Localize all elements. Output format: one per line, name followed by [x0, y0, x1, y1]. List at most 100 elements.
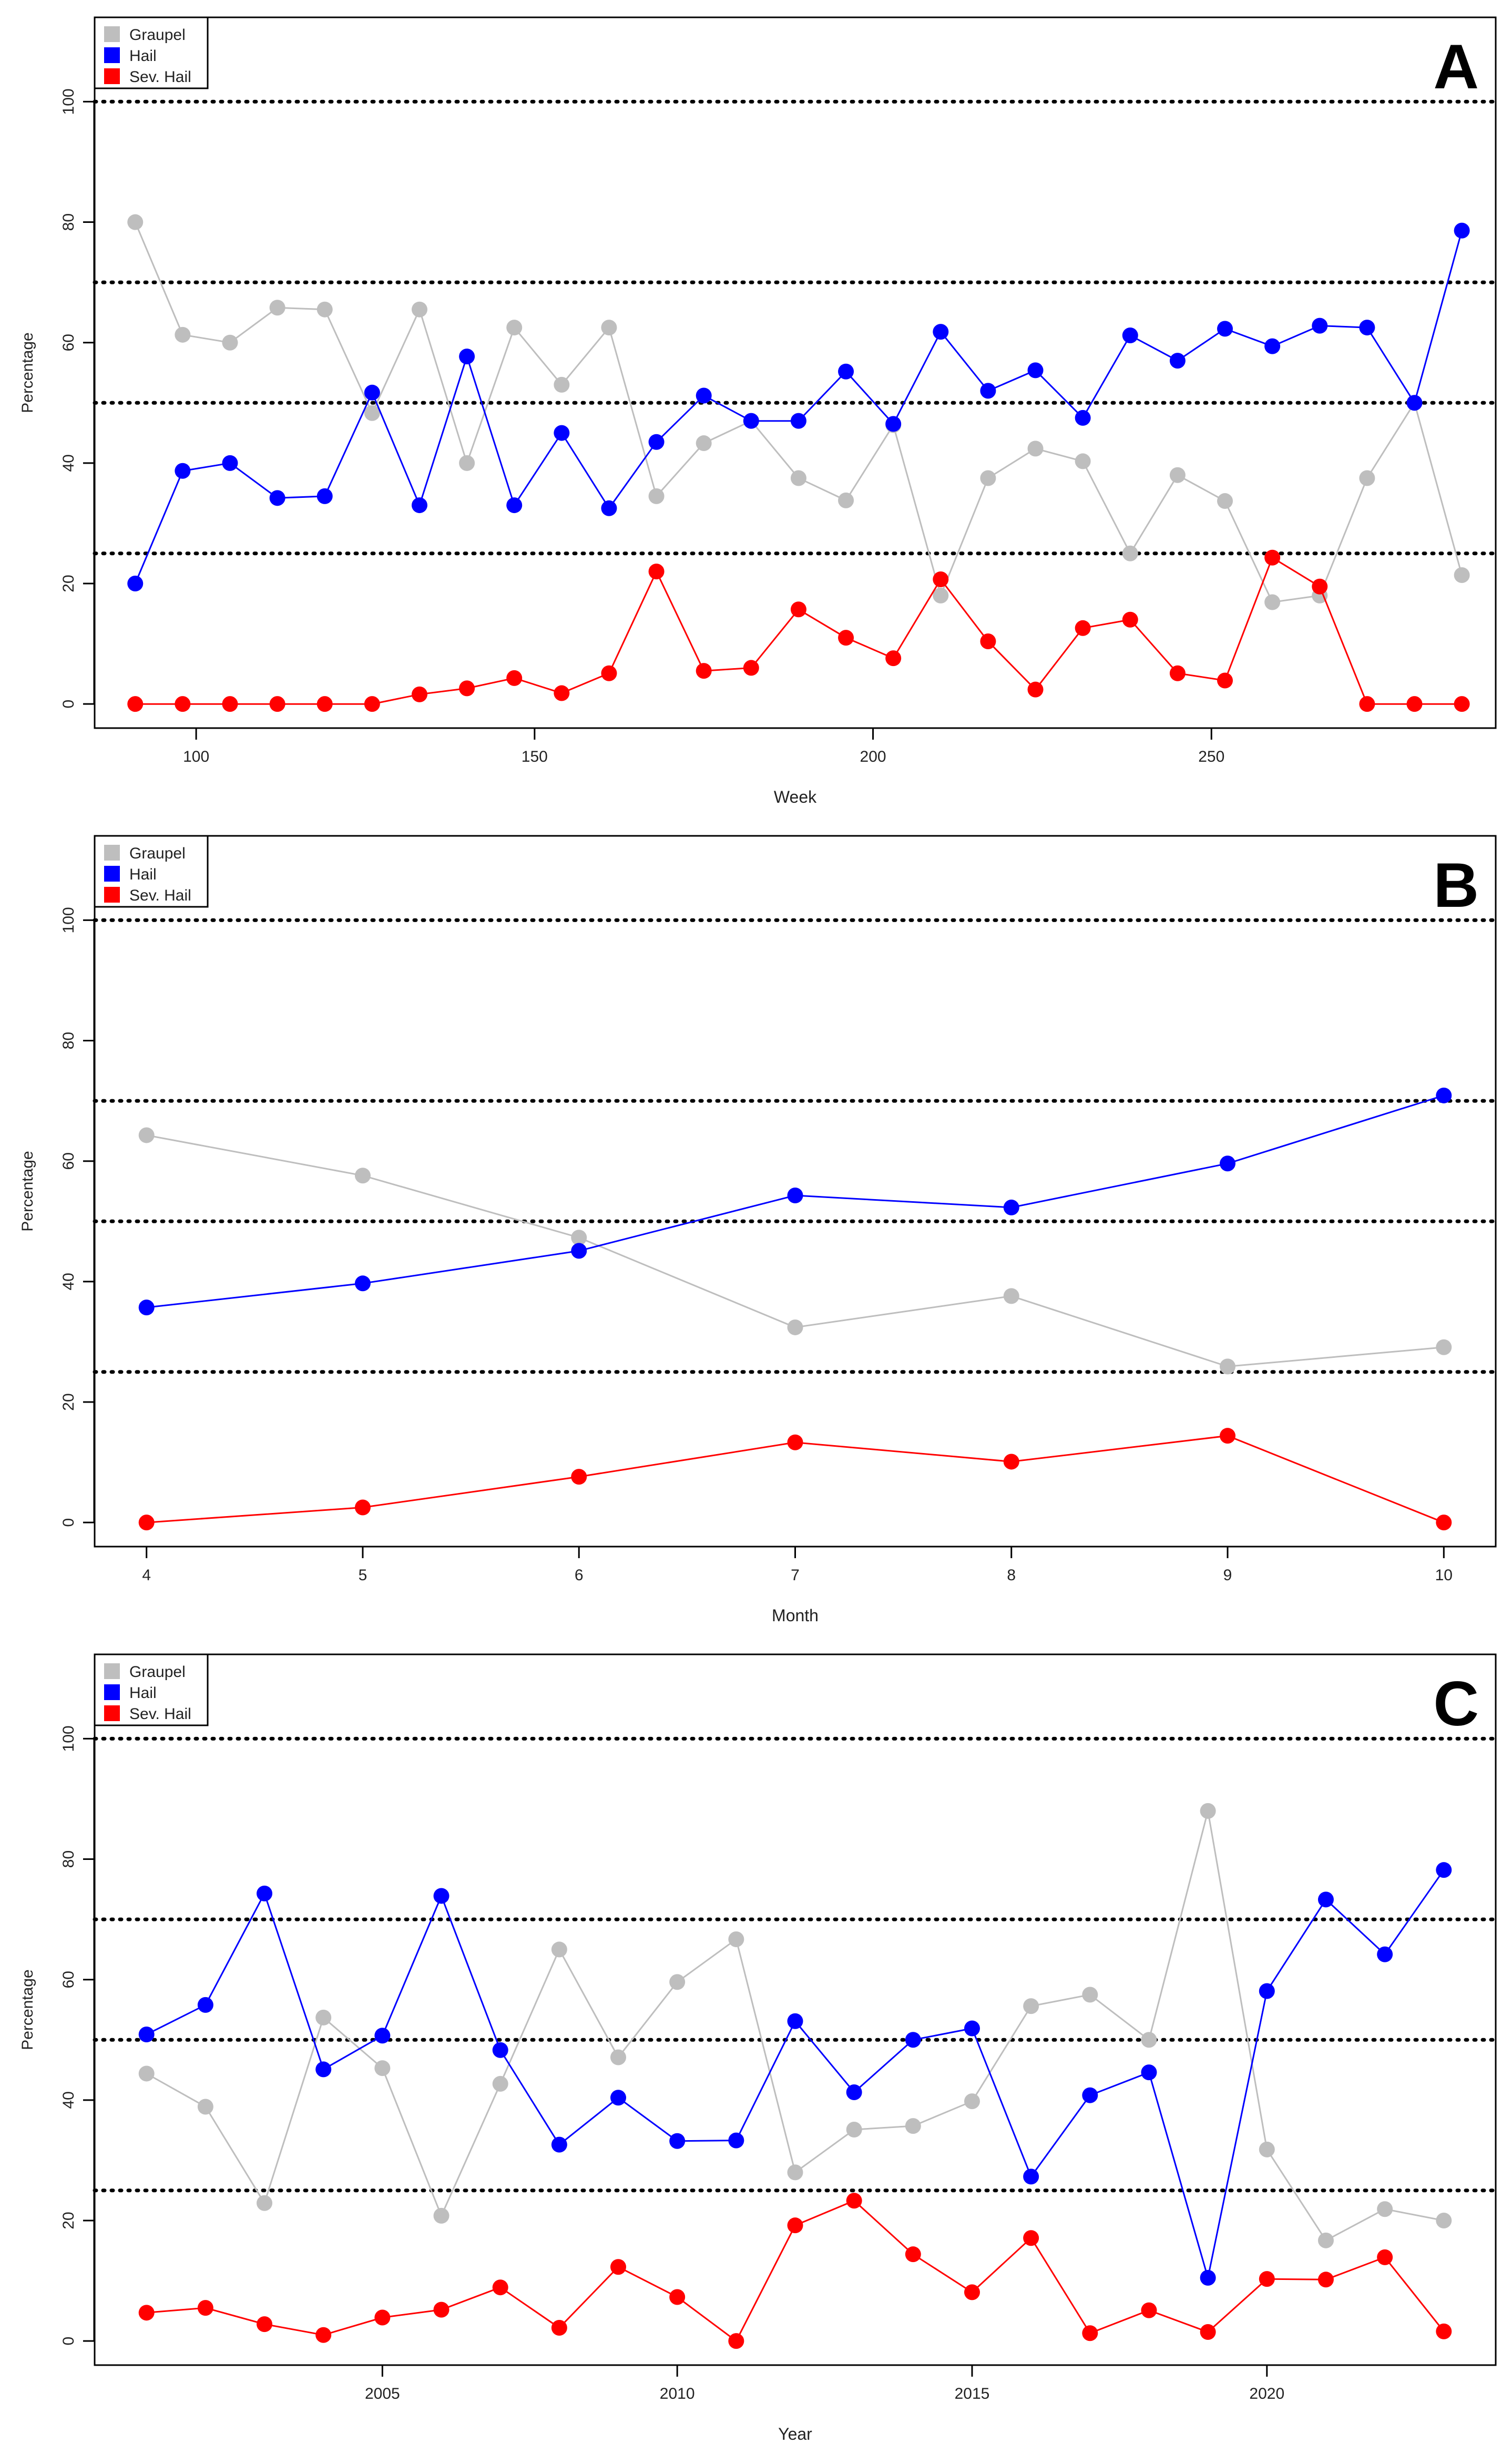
panel-a-point-hail	[1217, 321, 1233, 337]
panel-c-point-sev-hail	[846, 2193, 862, 2209]
panel-b-x-axis-title: Month	[772, 1606, 819, 1625]
panel-c-point-graupel	[433, 2207, 449, 2224]
panel-a-point-graupel	[459, 455, 475, 471]
panel-c-point-hail	[197, 1997, 213, 2013]
panel-c-x-axis-title: Year	[778, 2425, 812, 2443]
panel-c-label: C	[1433, 1669, 1479, 1739]
panel-a-point-sev-hail	[838, 630, 854, 646]
panel-c-point-graupel	[1259, 2141, 1275, 2157]
panel-a-x-tick-label: 150	[522, 748, 548, 765]
panel-b-y-tick-label: 40	[60, 1273, 77, 1290]
panel-b-x-tick-label: 4	[142, 1567, 151, 1584]
panel-a-point-hail	[790, 413, 806, 429]
panel-a-point-graupel	[175, 326, 191, 343]
panel-a-point-hail	[506, 497, 523, 514]
panel-c-point-graupel	[610, 2049, 627, 2065]
panel-c-legend: Graupel Hail Sev. Hail	[94, 1653, 209, 1726]
panel-c-point-hail	[1317, 1891, 1334, 1908]
panel-a-point-sev-hail	[1169, 665, 1186, 681]
panel-b-point-graupel	[787, 1319, 803, 1335]
panel-c-point-hail	[964, 2020, 980, 2037]
panel-b-legend-swatch-sev-hail	[104, 887, 120, 903]
panel-a-legend: Graupel Hail Sev. Hail	[94, 16, 209, 89]
panel-c-point-graupel	[138, 2065, 155, 2082]
panel-c-point-hail	[315, 2061, 332, 2078]
panel-a-point-hail	[648, 434, 665, 450]
panel-b-point-graupel	[1436, 1339, 1452, 1355]
panel-a-point-graupel	[316, 301, 333, 318]
panel-c-point-graupel	[1317, 2232, 1334, 2248]
panel-c-legend-label-hail: Hail	[129, 1684, 157, 1702]
panel-a-point-hail	[980, 383, 996, 399]
panel-a-point-graupel	[933, 587, 949, 603]
panel-c-point-sev-hail	[964, 2284, 980, 2300]
panel-b-y-axis-title: Percentage	[19, 1151, 36, 1231]
panel-c-y-tick-label: 40	[60, 2091, 77, 2109]
panel-a-point-sev-hail	[554, 685, 570, 701]
panel-c-point-hail	[1200, 2269, 1216, 2286]
panel-b-x-tick-label: 8	[1007, 1567, 1016, 1584]
panel-a-point-hail	[1027, 362, 1044, 379]
panel-a-point-hail	[933, 324, 949, 340]
panel-b-y-tick-label: 60	[60, 1152, 77, 1170]
panel-c-point-graupel	[1200, 1803, 1216, 1819]
panel-c-point-sev-hail	[1082, 2325, 1098, 2341]
panel-c-point-graupel	[1141, 2032, 1157, 2048]
panel-a-point-sev-hail	[175, 696, 191, 712]
panel-a-legend-label-graupel: Graupel	[129, 26, 186, 44]
panel-a-point-sev-hail	[127, 696, 144, 712]
panel-a-point-sev-hail	[411, 686, 427, 702]
panel-c-series-line-hail	[146, 1869, 1445, 2278]
panel-a-point-graupel	[1454, 567, 1470, 583]
panel-b-point-sev-hail	[138, 1515, 155, 1531]
panel-a-point-sev-hail	[885, 650, 902, 667]
panel-a-point-hail	[1454, 222, 1470, 239]
panel-c-point-graupel	[846, 2122, 862, 2138]
panel-c-point-hail	[610, 2090, 627, 2106]
panel-c-point-hail	[905, 2032, 921, 2048]
panel-a-y-tick-label: 80	[60, 213, 77, 231]
panel-c-point-hail	[1436, 1862, 1452, 1878]
panel-a-y-tick-label: 100	[60, 88, 77, 115]
panel-c-y-tick-label: 60	[60, 1971, 77, 1988]
panel-a-point-graupel	[1027, 441, 1044, 457]
panel-a-point-sev-hail	[1075, 620, 1091, 636]
panel-c-point-sev-hail	[1436, 2323, 1452, 2339]
panel-c-x-tick-label: 2005	[365, 2385, 400, 2402]
panel-c-y-axis-title: Percentage	[19, 1969, 36, 2050]
panel-a-y-tick-label: 0	[60, 700, 77, 709]
panel-c-point-sev-hail	[433, 2301, 449, 2318]
panel-c-point-sev-hail	[669, 2289, 686, 2305]
panel-b-point-graupel	[138, 1127, 155, 1143]
panel-c-point-hail	[257, 1885, 273, 1901]
panel-a-point-graupel	[790, 470, 806, 486]
panel-c-point-sev-hail	[551, 2319, 567, 2336]
panel-a-point-hail	[1075, 410, 1091, 426]
panel-a-point-sev-hail	[1264, 549, 1281, 566]
panel-a-point-hail	[554, 425, 570, 441]
panel-a-point-sev-hail	[1454, 696, 1470, 712]
panel-a-point-sev-hail	[790, 601, 806, 618]
panel-c-legend-label-graupel: Graupel	[129, 1663, 186, 1681]
panel-c-point-sev-hail	[728, 2333, 744, 2349]
panel-b-point-hail	[138, 1300, 155, 1316]
panel-a-series-line-graupel	[134, 222, 1463, 603]
panel-a-point-hail	[1406, 395, 1423, 411]
panel-a-point-graupel	[1122, 545, 1138, 561]
panel-c-point-sev-hail	[197, 2300, 213, 2316]
panel-c-y-tick-label: 100	[60, 1725, 77, 1752]
panel-a-y-tick-label: 20	[60, 575, 77, 592]
panel-a-point-graupel	[980, 470, 996, 486]
panel-c-y-tick-label: 20	[60, 2212, 77, 2229]
panel-b-point-sev-hail	[1436, 1515, 1452, 1531]
panel-c-point-sev-hail	[787, 2217, 803, 2234]
panel-c-point-hail	[1141, 2064, 1157, 2081]
panel-c-point-graupel	[492, 2075, 508, 2092]
panel-a-point-sev-hail	[696, 663, 712, 679]
panel-a-point-sev-hail	[933, 571, 949, 587]
panel-c-point-hail	[787, 2013, 803, 2029]
panel-c-point-hail	[669, 2133, 686, 2149]
panel-c-point-graupel	[728, 1931, 744, 1947]
panel-b-point-graupel	[1220, 1358, 1236, 1375]
panel-a-point-hail	[696, 387, 712, 404]
